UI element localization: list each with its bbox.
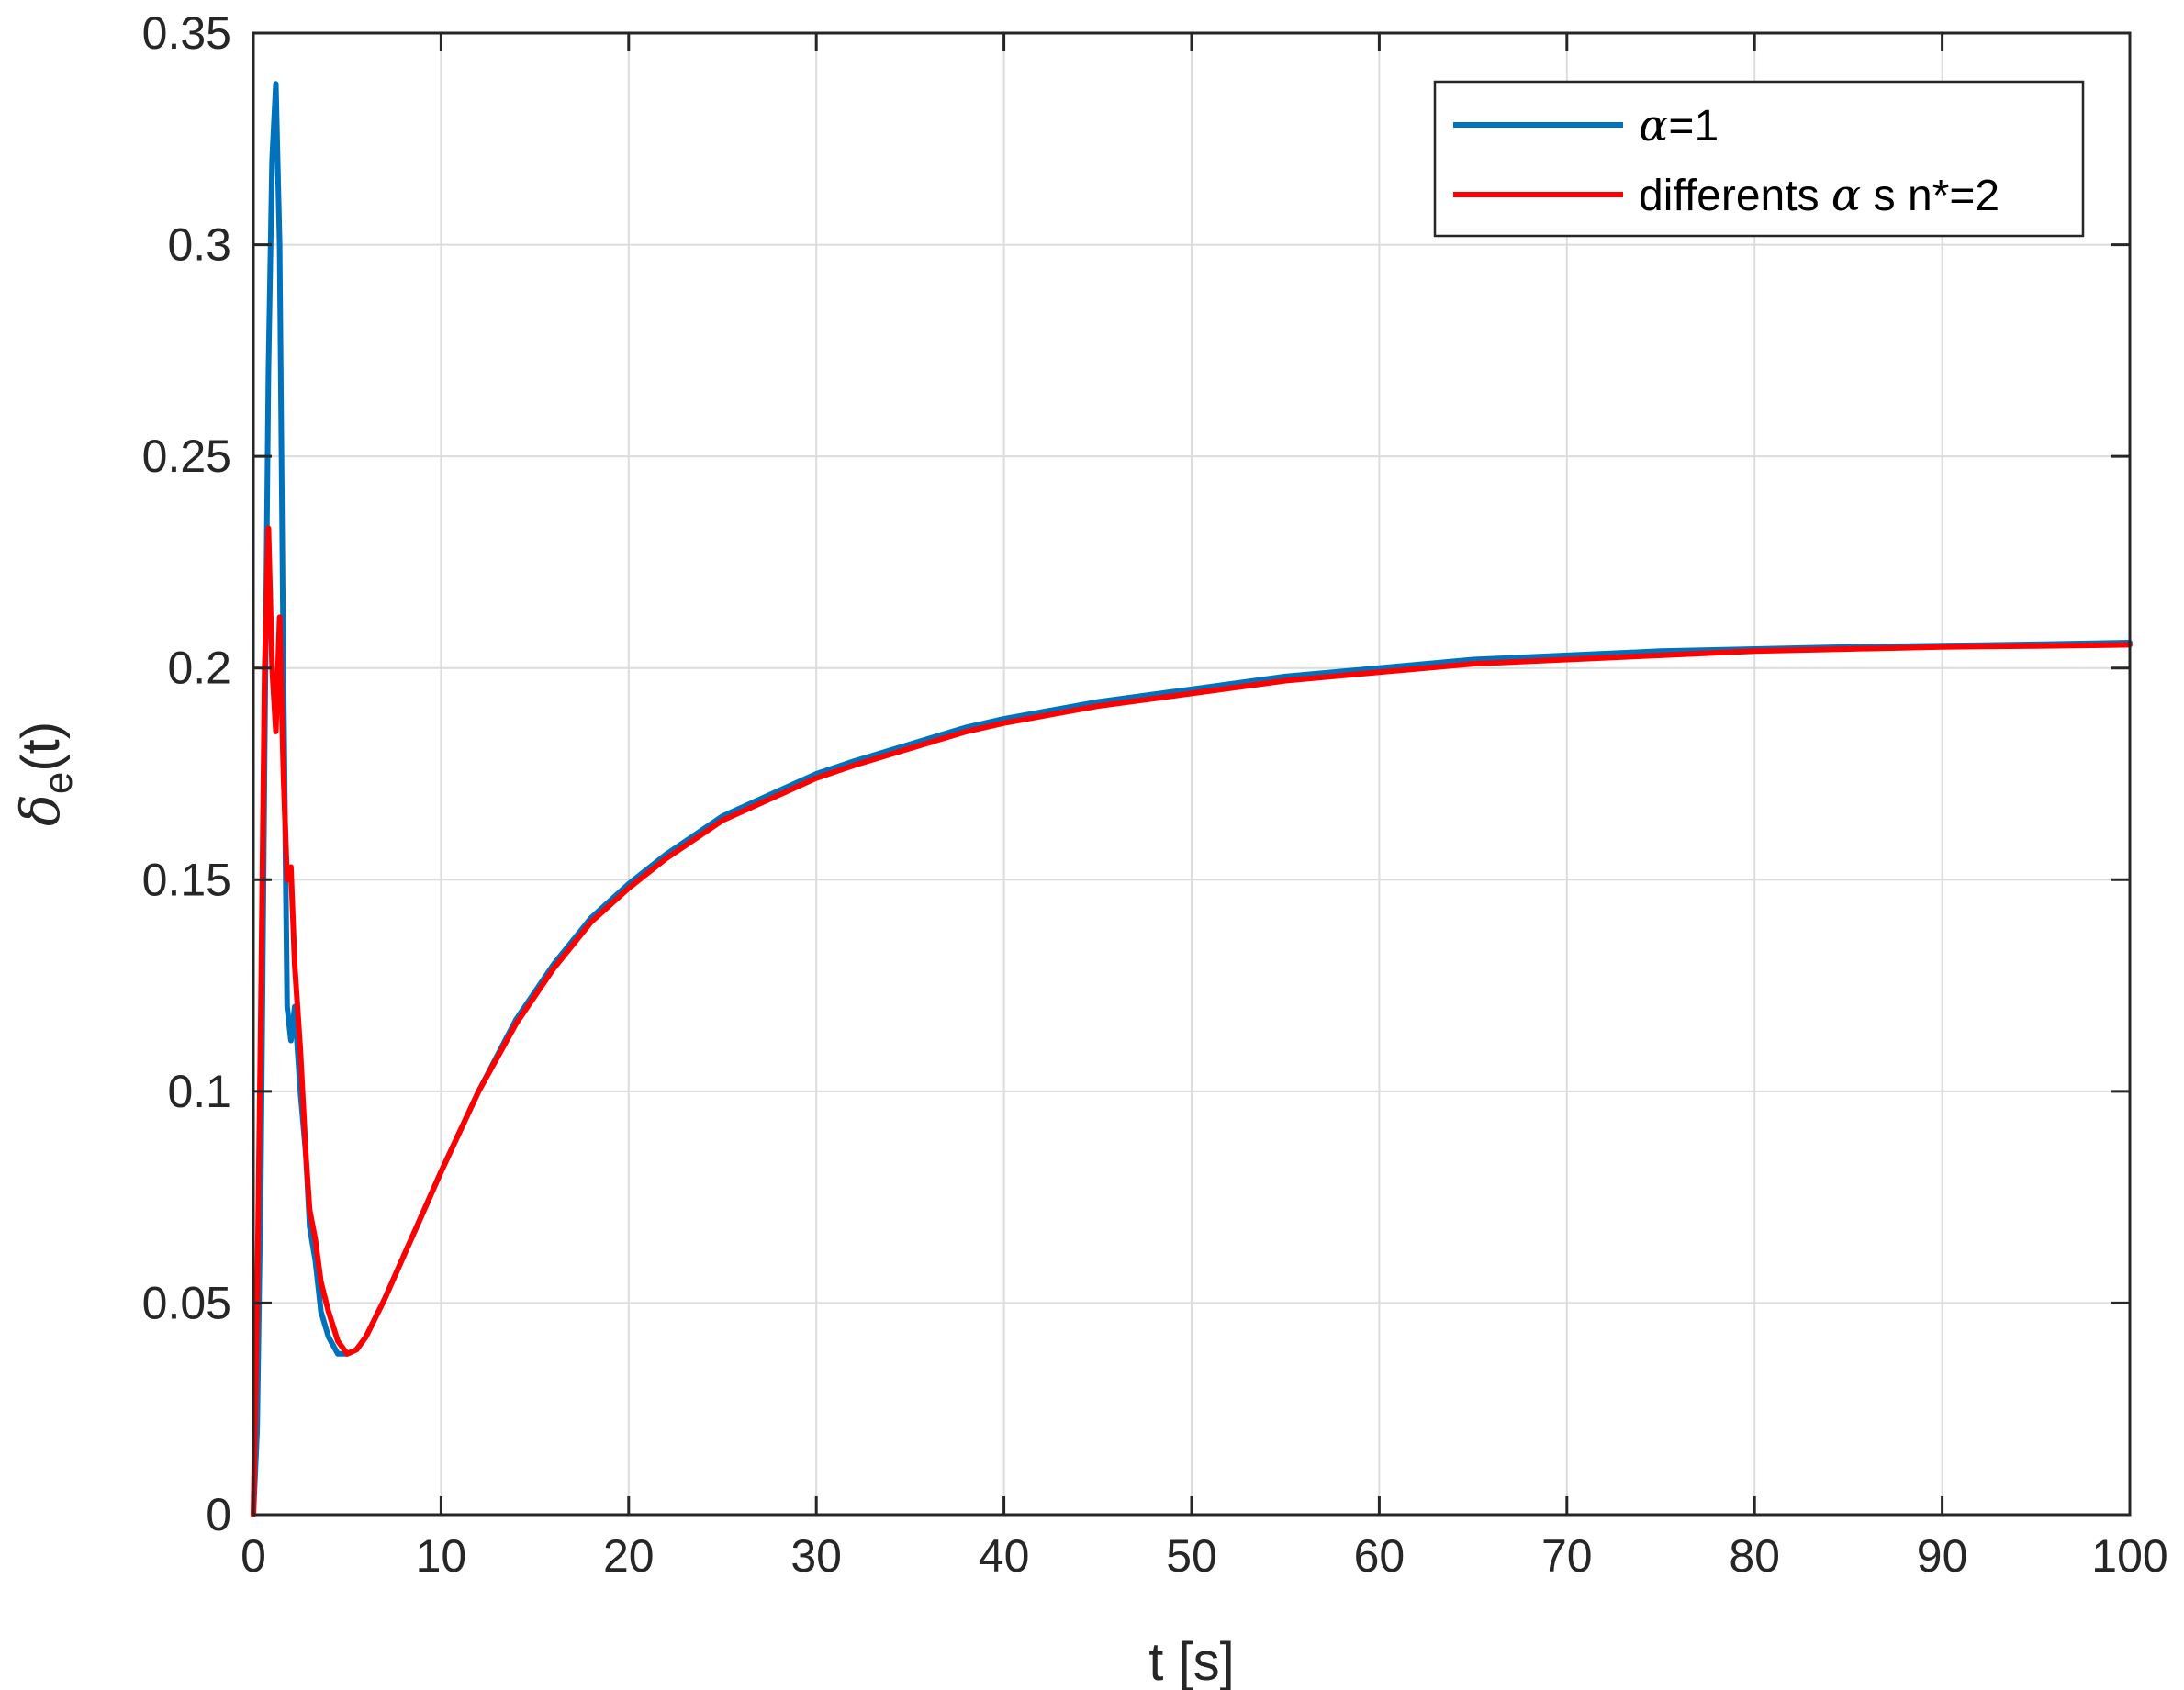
- x-tick-label: 70: [1541, 1530, 1593, 1582]
- legend-label-series-1-text: =1: [1668, 102, 1719, 151]
- series-layer: [251, 81, 2133, 1517]
- legend-label-series-2-suffix: s n*=2: [1861, 172, 1999, 220]
- x-tick-label: 80: [1729, 1530, 1780, 1582]
- legend-label-series-2-prefix: differents: [1639, 172, 1831, 220]
- x-tick-label: 10: [416, 1530, 467, 1582]
- x-tick-label: 50: [1166, 1530, 1217, 1582]
- y-tick-label: 0.1: [167, 1066, 231, 1117]
- y-axis-label-subscript: e: [36, 772, 81, 794]
- x-axis-tick-labels: 0 10 20 30 40 50 60 70 80 90 100: [241, 1530, 2168, 1582]
- x-tick-label: 90: [1917, 1530, 1968, 1582]
- legend-label-series-1: α=1: [1639, 100, 1719, 151]
- x-axis-label: t [s]: [1148, 1632, 1234, 1690]
- y-tick-label: 0.25: [142, 431, 231, 482]
- legend-label-series-2-symbol: α: [1831, 170, 1861, 221]
- y-axis-tick-labels: 0 0.05 0.1 0.15 0.2 0.25 0.3 0.35: [142, 7, 231, 1540]
- y-tick-label: 0.35: [142, 7, 231, 59]
- x-tick-label: 20: [603, 1530, 655, 1582]
- x-tick-label: 100: [2091, 1530, 2167, 1582]
- y-tick-label: 0.2: [167, 643, 231, 694]
- y-axis-label: δe(t): [9, 722, 81, 826]
- x-tick-label: 30: [790, 1530, 842, 1582]
- legend-label-series-1-symbol: α: [1639, 100, 1668, 151]
- y-axis-label-symbol: δ: [9, 794, 72, 826]
- legend: α=1 differents α s n*=2: [1433, 80, 2085, 238]
- y-tick-label: 0.3: [167, 219, 231, 271]
- axis-ticks: [252, 31, 2132, 1517]
- y-axis-label-suffix: (t): [11, 722, 71, 772]
- x-tick-label: 60: [1354, 1530, 1406, 1582]
- x-tick-label: 40: [979, 1530, 1030, 1582]
- legend-box: [1433, 80, 2085, 238]
- y-tick-label: 0.15: [142, 854, 231, 905]
- x-tick-label: 0: [241, 1530, 266, 1582]
- y-tick-label: 0: [206, 1489, 231, 1540]
- y-tick-label: 0.05: [142, 1277, 231, 1328]
- legend-label-series-2: differents α s n*=2: [1639, 170, 1999, 221]
- series-line-2: [251, 525, 2133, 1517]
